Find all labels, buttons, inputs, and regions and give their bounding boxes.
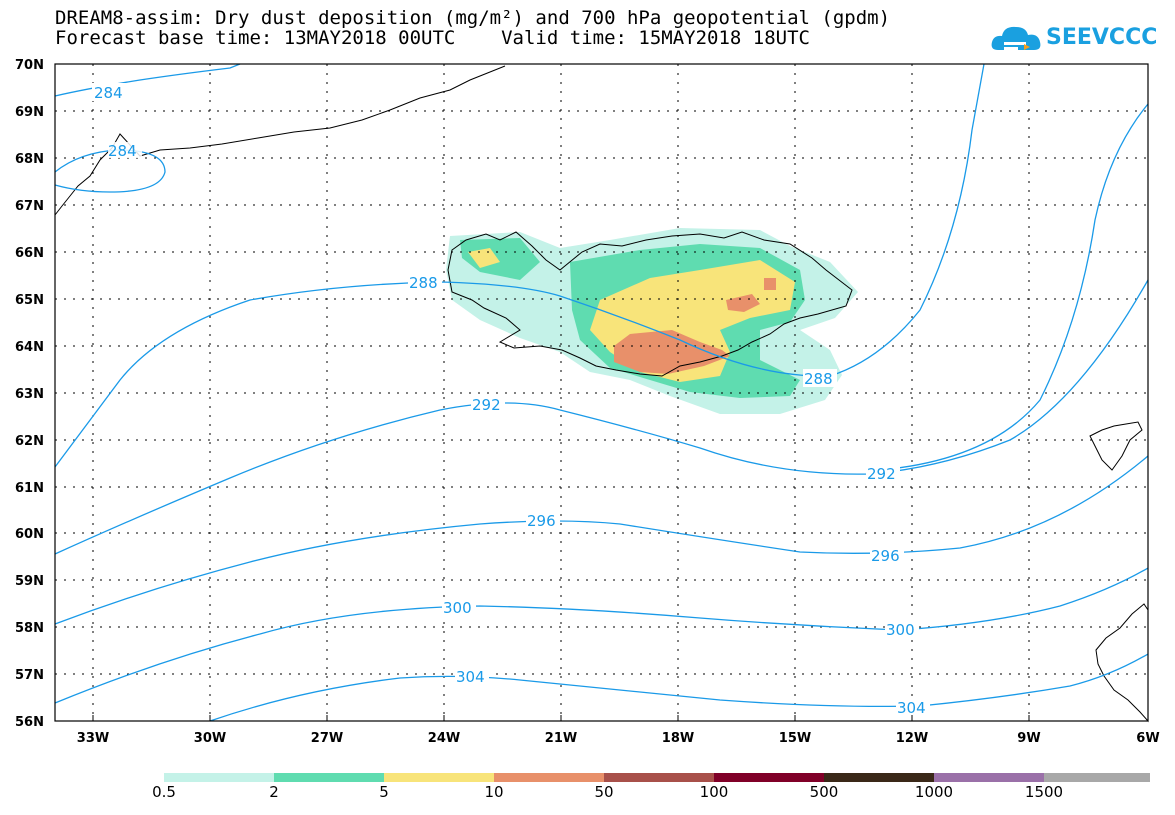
lat-label: 64N [15,340,44,355]
map-title-line1: DREAM8-assim: Dry dust deposition (mg/m²… [55,7,891,29]
contour-288 [54,63,985,468]
colorbar-swatch [934,773,1044,782]
lat-label: 61N [15,481,44,496]
contour-label: 300 [443,599,472,617]
colorbar-swatch [384,773,494,782]
lat-label: 67N [15,199,44,214]
lon-label: 15W [779,731,811,746]
colorbar-swatch [1044,773,1150,782]
contour-label: 292 [472,396,501,414]
contour-label: 304 [456,668,485,686]
lat-label: 69N [15,105,44,120]
lat-label: 58N [15,621,44,636]
coastlines [54,65,1149,723]
colorbar-swatch [164,773,274,782]
contour-284-a [54,63,241,97]
contour-label: 288 [409,274,438,292]
lon-label: 21W [545,731,577,746]
lat-label: 66N [15,246,44,261]
colorbar-swatch [604,773,714,782]
dust-zone-10 [614,330,730,374]
contour-304 [209,653,1149,722]
dust-shading [446,228,858,414]
lon-label: 27W [311,731,343,746]
seevccc-logo: SEEVCCC [990,22,1160,56]
colorbar-label: 1500 [1024,783,1064,801]
colorbar-label: 1000 [914,783,954,801]
lon-label: 24W [428,731,460,746]
latitude-labels: 70N 69N 68N 67N 66N 65N 64N 63N 62N 61N … [15,58,44,730]
dust-zone-5-north [468,248,500,268]
colorbar-label: 2 [269,783,279,801]
contour-label: 284 [108,142,137,160]
contour-292 [54,279,1149,555]
lon-label: 33W [77,731,109,746]
dust-zone-10-b [726,294,760,312]
lat-label: 56N [15,715,44,730]
colorbar-label: 10 [484,783,504,801]
contour-300 [54,567,1149,704]
colorbar-label: 500 [809,783,839,801]
lon-label: 9W [1017,731,1040,746]
colorbar-swatch [494,773,604,782]
map-frame [54,63,1149,722]
contour-296 [54,455,1149,625]
coastline-greenland [54,65,506,216]
colorbar-swatch [274,773,384,782]
contour-label: 288 [804,370,833,388]
longitude-labels: 33W 30W 27W 24W 21W 18W 15W 12W 9W 6W [77,731,1160,746]
contour-label: 296 [871,547,900,565]
lon-label: 12W [896,731,928,746]
lat-label: 68N [15,152,44,167]
lat-label: 59N [15,574,44,589]
cloud-icon [991,26,1041,50]
coastline-iceland [447,231,853,377]
contour-288-east [879,103,1149,471]
contour-label: 304 [897,699,926,717]
lon-label: 18W [662,731,694,746]
lat-label: 60N [15,527,44,542]
lon-label: 6W [1136,731,1159,746]
coastline-faroe [1089,421,1143,471]
colorbar-label: 100 [699,783,729,801]
contour-label: 292 [867,465,896,483]
contour-284-b [54,149,166,193]
dust-zone-2-north [460,238,540,280]
lat-label: 70N [15,58,44,73]
lat-label: 65N [15,293,44,308]
contour-labels: 284 284 288 288 292 292 296 296 300 300 … [92,83,930,717]
map-title-line2: Forecast base time: 13MAY2018 00UTC Vali… [55,27,810,49]
dust-zone-10-c [764,278,776,290]
logo-text: SEEVCCC [1046,25,1158,50]
contour-label: 284 [94,84,123,102]
colorbar-label: 0.5 [152,783,176,801]
colorbar-label: 50 [594,783,614,801]
contour-label: 300 [886,621,915,639]
lat-label: 63N [15,387,44,402]
coastline-scotland [1095,603,1149,723]
geopotential-contours [54,63,1149,722]
colorbar-label: 5 [379,783,389,801]
lat-label: 57N [15,668,44,683]
lat-label: 62N [15,434,44,449]
colorbar-swatch [824,773,934,782]
tick-marks [92,715,1030,721]
lon-label: 30W [194,731,226,746]
graticule [55,64,1148,721]
contour-label: 296 [527,512,556,530]
colorbar-swatch [714,773,824,782]
